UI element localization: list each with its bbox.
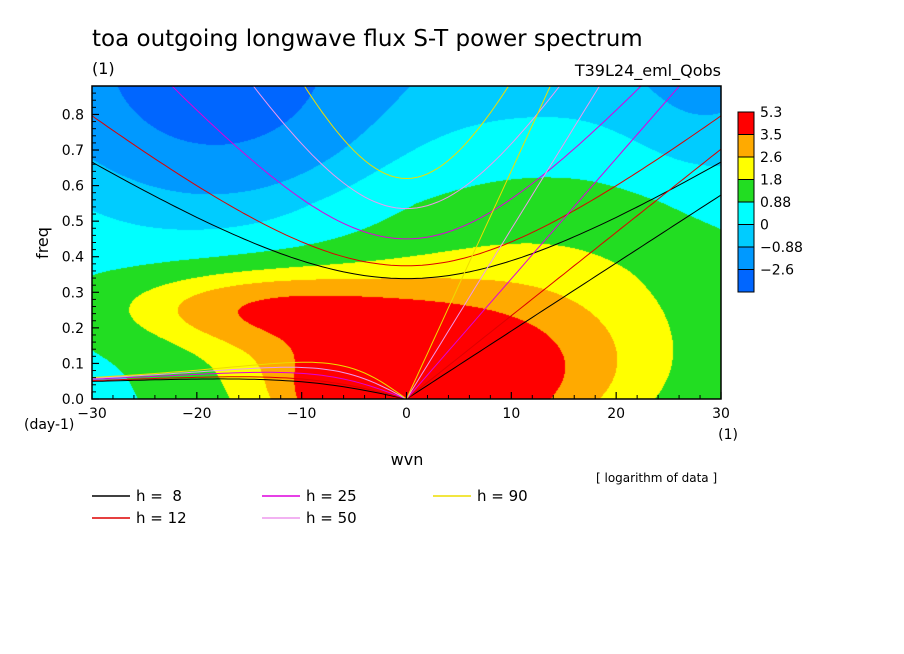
y-tick-label: 0.8 [62, 107, 84, 123]
x-tick-label: −20 [182, 406, 212, 422]
x-tick-label: 20 [607, 406, 625, 422]
colorbar-swatch [737, 156, 755, 180]
dispersion-curve [406, 86, 551, 399]
colorbar-swatch [737, 269, 755, 293]
y-axis-ticks: 0.0 0.1 0.2 0.3 0.4 0.5 0.6 0.7 0.8 [62, 92, 99, 408]
dispersion-curve [92, 376, 407, 399]
x-tick-label: −30 [77, 406, 107, 422]
colorbar-swatch [737, 179, 755, 203]
colorbar: 5.3 3.5 2.6 1.8 0.88 0 −0.88 −2.6 [737, 105, 803, 293]
log-data-note: [ logarithm of data ] [596, 471, 717, 485]
colorbar-label: 0 [760, 218, 769, 234]
x-tick-label: 10 [502, 406, 520, 422]
chart-title: toa outgoing longwave flux S-T power spe… [92, 26, 643, 52]
legend-label: h = 50 [306, 509, 357, 527]
x-tick-label: 30 [712, 406, 730, 422]
y-tick-label: 0.1 [62, 356, 84, 372]
y-tick-label: 0.5 [62, 214, 84, 230]
x-axis-ticks: −30 −20 −10 0 10 20 30 [77, 392, 730, 422]
colorbar-swatch [737, 246, 755, 270]
plot-area [91, 85, 722, 400]
dispersion-curve [92, 361, 407, 399]
x-axis-label: wvn [391, 450, 424, 469]
colorbar-swatch [737, 224, 755, 248]
dispersion-curve [406, 148, 721, 399]
y-tick-label: 0.6 [62, 179, 84, 195]
colorbar-label: 5.3 [760, 105, 782, 121]
title-unit: (1) [92, 59, 115, 78]
y-axis-label: freq [33, 227, 52, 259]
colorbar-swatch [737, 201, 755, 225]
dispersion-curve [92, 366, 407, 399]
colorbar-swatch [737, 134, 755, 158]
x-tick-label: 0 [402, 406, 411, 422]
colorbar-label: 1.8 [760, 173, 782, 189]
legend-label: h = 90 [477, 487, 528, 505]
curve-legend: h = 8 h = 12 h = 25 h = 50 h = 90 [92, 487, 528, 527]
y-tick-label: 0.3 [62, 285, 84, 301]
colorbar-swatch [737, 111, 755, 135]
legend-label: h = 12 [136, 509, 187, 527]
legend-label: h = 8 [136, 487, 182, 505]
dispersion-curve [92, 115, 721, 267]
colorbar-label: −2.6 [760, 263, 794, 279]
dispersion-curve [92, 371, 407, 399]
power-spectrum-heatmap [92, 86, 721, 399]
colorbar-label: 0.88 [760, 195, 791, 211]
dispersion-curve [406, 194, 721, 399]
y-tick-label: 0.2 [62, 321, 84, 337]
dispersion-curve [406, 86, 681, 399]
colorbar-label: 3.5 [760, 128, 782, 144]
x-axis-unit: (1) [718, 427, 738, 443]
y-tick-label: 0.7 [62, 143, 84, 159]
colorbar-label: 2.6 [760, 150, 782, 166]
colorbar-label: −0.88 [760, 240, 803, 256]
dispersion-curve [303, 86, 510, 180]
y-tick-label: 0.4 [62, 250, 84, 266]
run-label: T39L24_eml_Qobs [574, 61, 721, 81]
legend-label: h = 25 [306, 487, 357, 505]
dispersion-curve [92, 378, 407, 399]
y-axis-unit: (day-1) [24, 417, 74, 433]
dispersion-curve [171, 86, 642, 240]
dispersion-curve [92, 161, 721, 280]
dispersion-curves [92, 86, 721, 399]
dispersion-curve [406, 86, 601, 399]
dispersion-curve [252, 86, 561, 210]
x-tick-label: −10 [287, 406, 317, 422]
y-tick-label: 0.0 [62, 392, 84, 408]
